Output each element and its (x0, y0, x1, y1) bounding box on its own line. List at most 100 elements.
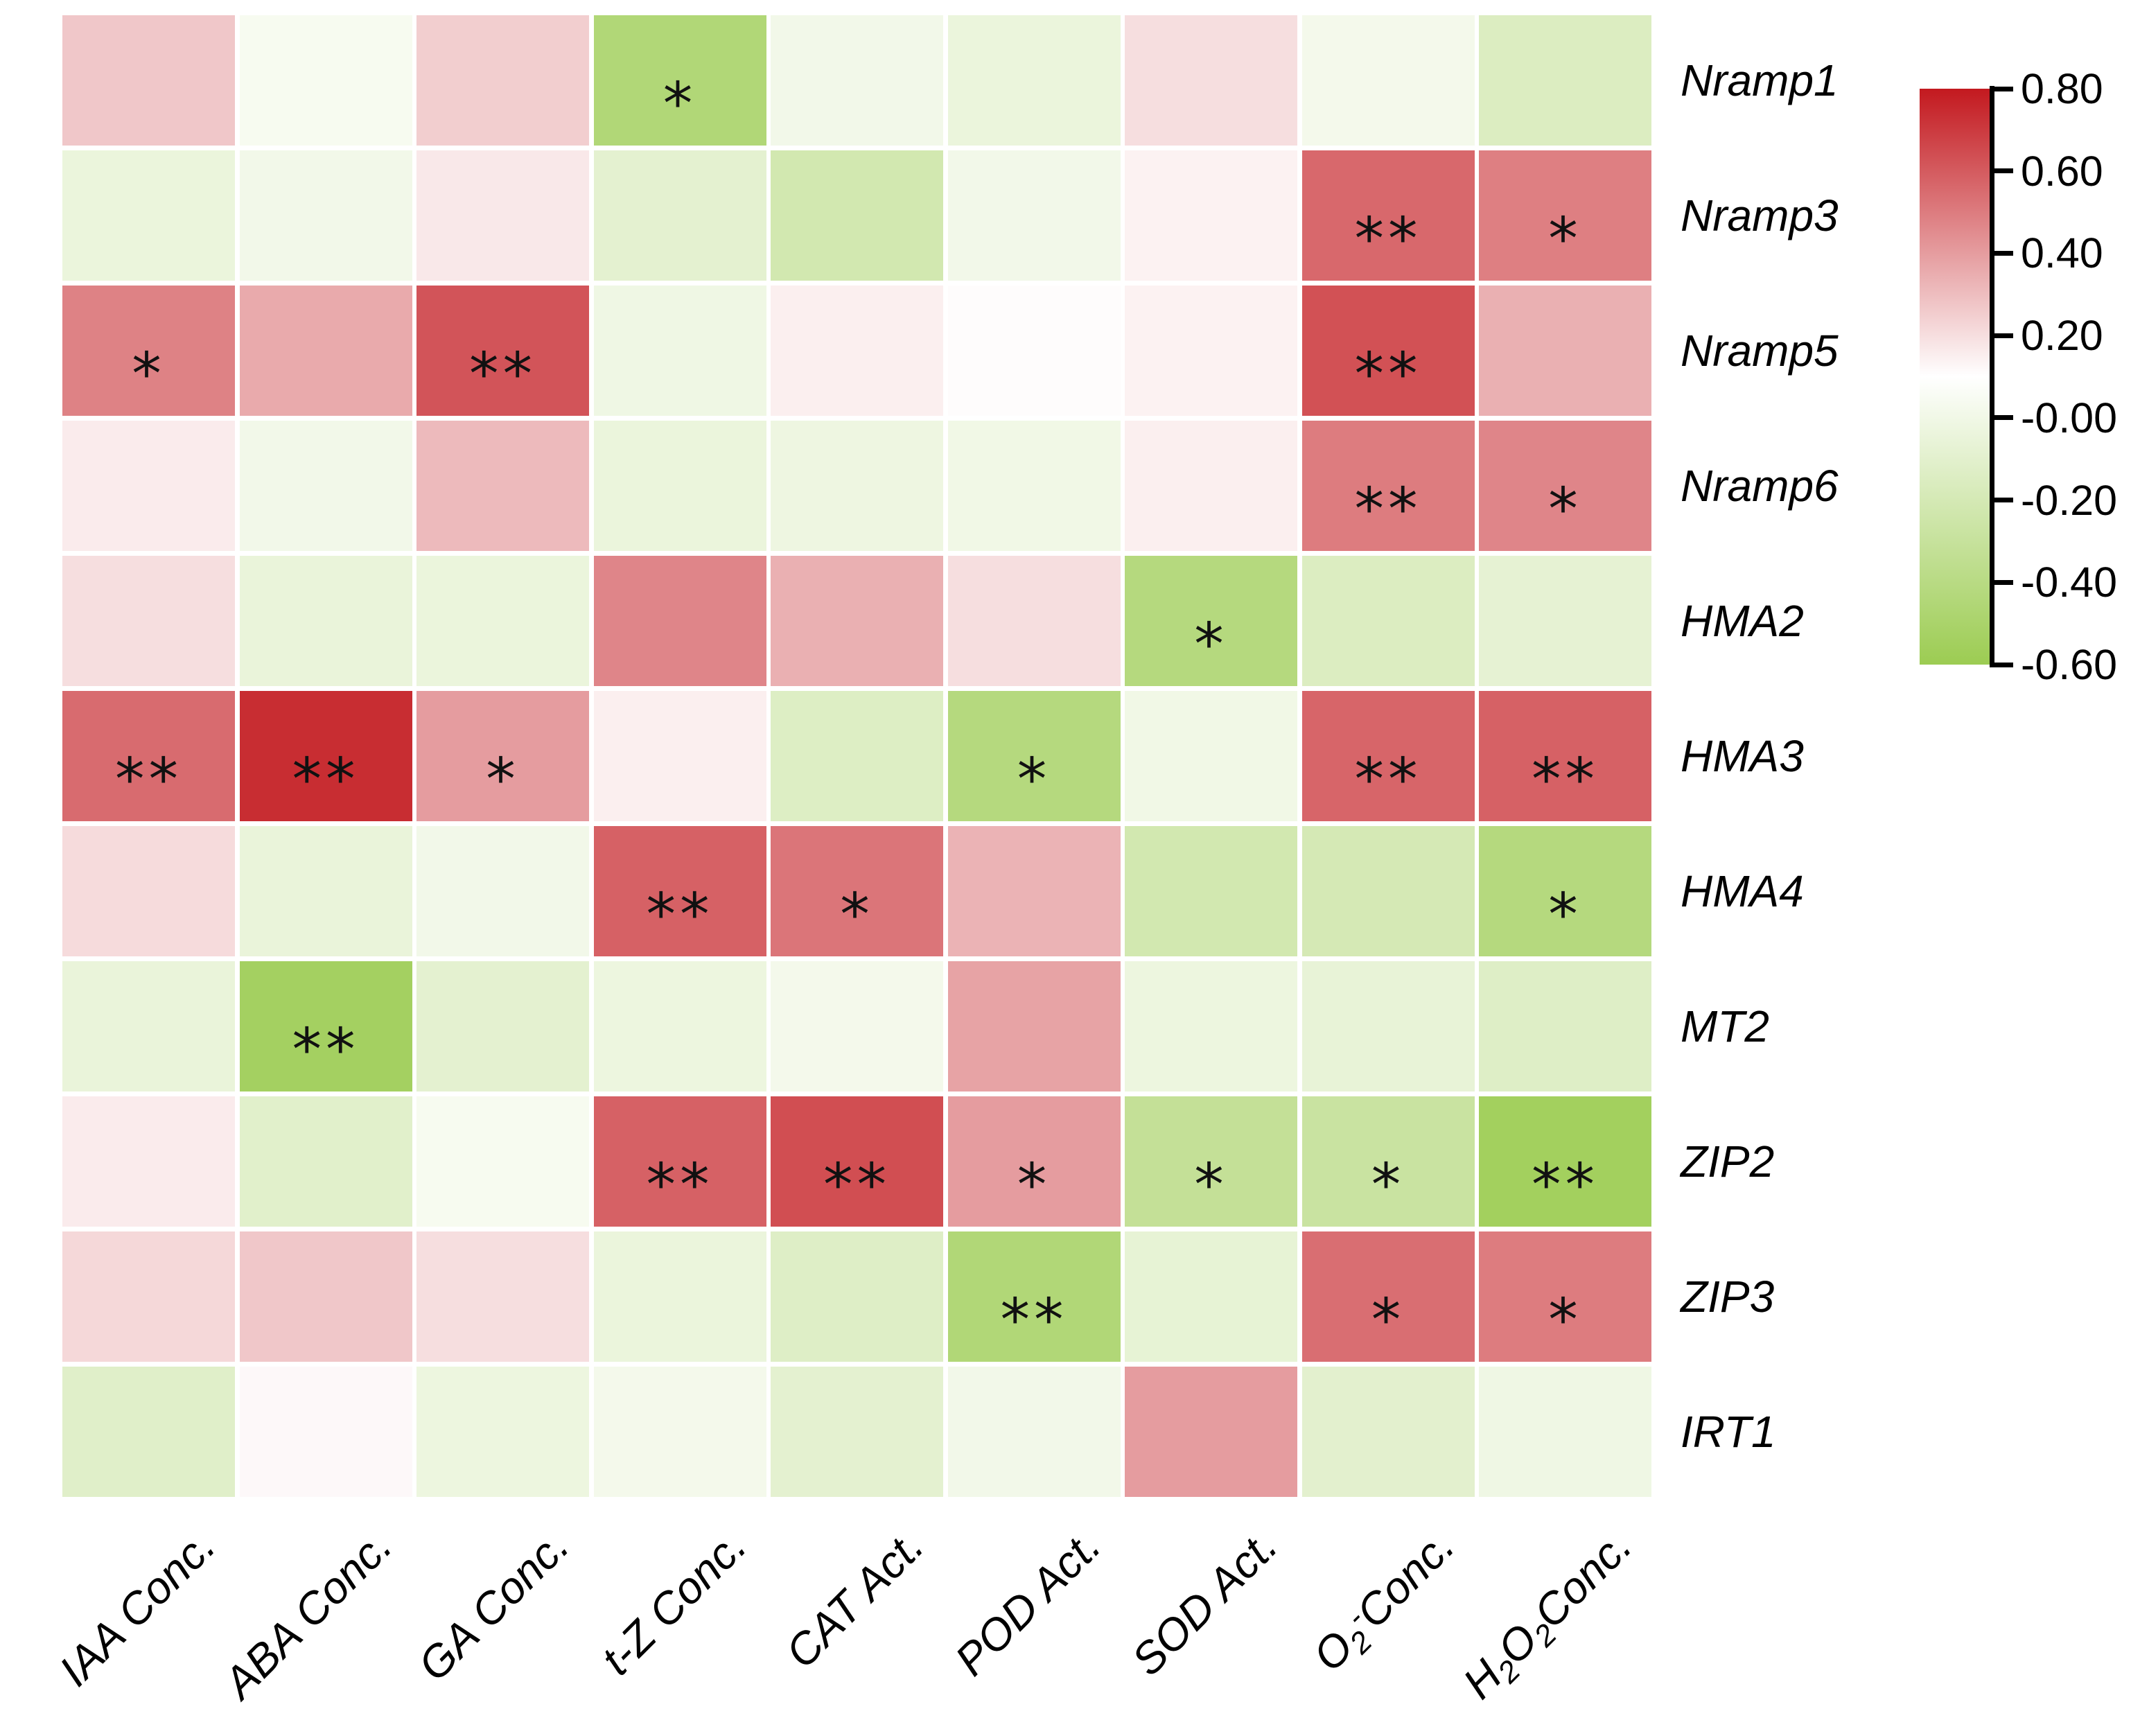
col-label: GA Conc. (408, 1520, 579, 1691)
heatmap-cell (593, 556, 766, 686)
heatmap-cell (593, 150, 766, 281)
significance-marker: * (1548, 880, 1582, 949)
heatmap-cell (947, 150, 1121, 281)
heatmap-cell (239, 556, 412, 686)
col-label: t-Z Conc. (591, 1520, 756, 1685)
heatmap-cell (62, 556, 235, 686)
col-label-segment: t-Z Conc. (591, 1520, 756, 1685)
heatmap-cell (1479, 15, 1651, 146)
significance-marker: ** (469, 340, 536, 409)
significance-marker: * (1371, 1150, 1405, 1220)
heatmap-cell (771, 961, 943, 1091)
col-label-segment: Conc. (1523, 1520, 1642, 1638)
heatmap-cell (239, 1231, 412, 1362)
heatmap-cell (416, 826, 589, 956)
heatmap-cell (62, 421, 235, 551)
heatmap-cell (1301, 556, 1475, 686)
col-label-segment: POD Act. (945, 1520, 1110, 1685)
heatmap-cell: * (1125, 556, 1297, 686)
heatmap-cell (771, 1367, 943, 1497)
significance-marker: * (486, 745, 520, 814)
row-label: IRT1 (1681, 1407, 1776, 1457)
heatmap-cell (1125, 15, 1297, 146)
colorbar-tick-label: -0.20 (2021, 476, 2118, 524)
heatmap-cell (62, 1096, 235, 1227)
heatmap-cell (416, 150, 589, 281)
col-label-segment: SOD Act. (1122, 1520, 1288, 1685)
col-label-segment: Conc. (1347, 1520, 1464, 1638)
significance-marker: ** (1354, 745, 1422, 814)
heatmap-cell (947, 286, 1121, 416)
heatmap-cell (239, 15, 412, 146)
heatmap-cell: * (947, 1096, 1121, 1227)
heatmap-cell (593, 421, 766, 551)
heatmap-cell (1125, 286, 1297, 416)
colorbar-gradient (1920, 89, 1991, 665)
heatmap-cell (239, 286, 412, 416)
heatmap-cell (947, 961, 1121, 1091)
row-label: ZIP2 (1681, 1137, 1775, 1186)
colorbar-tick (1990, 333, 2013, 338)
heatmap-cell (1125, 1231, 1297, 1362)
row-label: Nramp3 (1681, 191, 1839, 240)
heatmap-cell: * (1479, 826, 1651, 956)
colorbar-tick (1990, 415, 2013, 421)
colorbar-tick-label: 0.60 (2021, 147, 2103, 195)
heatmap-cell (771, 286, 943, 416)
heatmap-cell: ** (1301, 150, 1475, 281)
heatmap-cell (1125, 826, 1297, 956)
heatmap-cell (1125, 150, 1297, 281)
heatmap-cell: * (1301, 1231, 1475, 1362)
col-label-segment: IAA Conc. (49, 1520, 225, 1696)
row-label: Nramp1 (1681, 55, 1839, 105)
significance-marker: * (1548, 475, 1582, 544)
heatmap-cell (416, 1096, 589, 1227)
colorbar-tick (1990, 250, 2013, 256)
col-label: O2-Conc. (1303, 1520, 1468, 1685)
heatmap-cell (62, 150, 235, 281)
heatmap-cell (416, 1231, 589, 1362)
heatmap-cell (771, 150, 943, 281)
heatmap-cell: * (947, 691, 1121, 821)
heatmap-cell (593, 286, 766, 416)
significance-marker: * (132, 340, 166, 409)
colorbar-tick-label: 0.20 (2021, 312, 2103, 360)
heatmap-cell (62, 1367, 235, 1497)
heatmap-cell (239, 421, 412, 551)
heatmap-cell: ** (593, 826, 766, 956)
heatmap-cell: ** (416, 286, 589, 416)
heatmap-cell (1125, 421, 1297, 551)
heatmap-cell (1301, 826, 1475, 956)
col-label-segment: ABA Conc. (214, 1520, 402, 1708)
heatmap-cell: ** (771, 1096, 943, 1227)
heatmap-cell (1301, 961, 1475, 1091)
significance-marker: * (1194, 610, 1228, 679)
heatmap-cell (416, 556, 589, 686)
significance-marker: * (663, 69, 697, 139)
row-label: HMA3 (1681, 731, 1804, 781)
significance-marker: ** (823, 1150, 891, 1220)
colorbar-tick (1990, 662, 2013, 667)
heatmap-cell: * (416, 691, 589, 821)
col-label: H2O2Conc. (1453, 1520, 1645, 1712)
heatmap-cell (1479, 1367, 1651, 1497)
heatmap-cell (593, 691, 766, 821)
significance-marker: ** (292, 1015, 360, 1085)
heatmap-cell (947, 556, 1121, 686)
colorbar-tick (1990, 168, 2013, 174)
heatmap-cell (1125, 691, 1297, 821)
col-label: ABA Conc. (213, 1520, 402, 1708)
row-label: MT2 (1681, 1001, 1769, 1051)
significance-marker: * (1371, 1286, 1405, 1355)
heatmap-cell (947, 826, 1121, 956)
row-label: ZIP3 (1681, 1272, 1775, 1322)
heatmap-cell: * (1125, 1096, 1297, 1227)
col-label: IAA Conc. (49, 1520, 225, 1696)
significance-marker: ** (1000, 1286, 1068, 1355)
heatmap-cell (239, 1096, 412, 1227)
significance-marker: ** (292, 745, 360, 814)
heatmap-cell: ** (239, 961, 412, 1091)
col-label: POD Act. (945, 1520, 1110, 1685)
heatmap-cell: * (1479, 150, 1651, 281)
